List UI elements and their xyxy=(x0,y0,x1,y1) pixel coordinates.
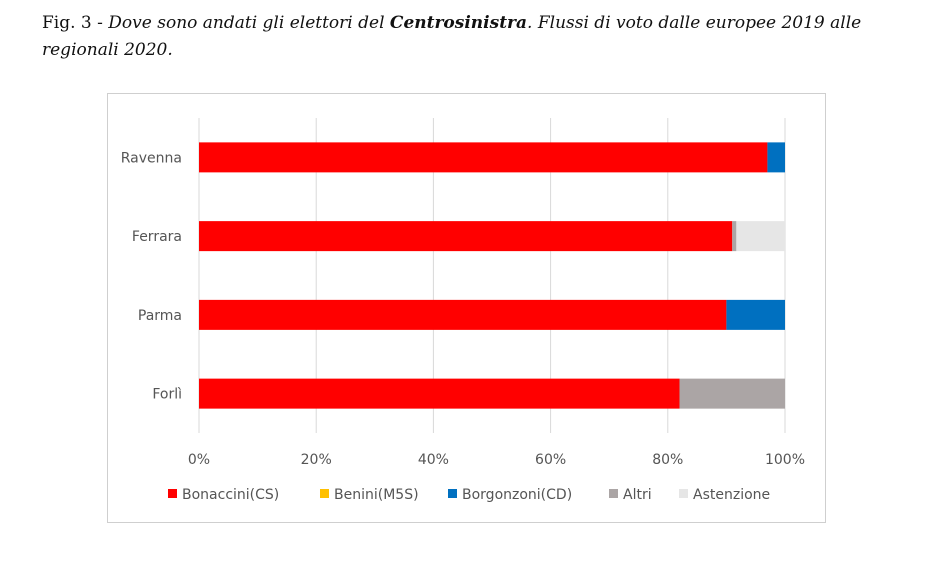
legend-swatch-astenzione xyxy=(679,489,688,498)
bar-ravenna-borgonzoni-cd xyxy=(767,142,785,173)
caption-prefix: Fig. 3 - xyxy=(42,13,109,33)
legend-label-borgonzoni-cd: Borgonzoni(CD) xyxy=(462,487,572,503)
bar-ferrara-altri xyxy=(732,221,737,252)
x-tick-label: 20% xyxy=(301,452,332,468)
x-tick-label: 100% xyxy=(765,452,805,468)
bar-ferrara-bonaccini-cs xyxy=(199,221,733,252)
legend-label-benini-m5s: Benini(M5S) xyxy=(334,487,419,503)
legend-swatch-bonaccini-cs xyxy=(168,489,177,498)
legend-label-astenzione: Astenzione xyxy=(693,487,770,503)
category-label-forl: Forlì xyxy=(152,387,182,403)
x-tick-label: 0% xyxy=(188,452,210,468)
category-label-parma: Parma xyxy=(138,308,182,324)
bar-ravenna-bonaccini-cs xyxy=(199,142,768,173)
caption-bold: Centrosinistra xyxy=(389,13,528,33)
bar-parma-bonaccini-cs xyxy=(199,299,727,330)
x-tick-label: 60% xyxy=(535,452,566,468)
legend-swatch-benini-m5s xyxy=(320,489,329,498)
bar-parma-borgonzoni-cd xyxy=(726,299,785,330)
bar-forl-altri xyxy=(679,378,785,409)
x-tick-label: 40% xyxy=(418,452,449,468)
caption-text-after: . Flussi di voto dalle europee 2019 alle… xyxy=(42,13,862,60)
x-tick-label: 80% xyxy=(652,452,683,468)
category-label-ferrara: Ferrara xyxy=(132,229,182,245)
category-label-ravenna: Ravenna xyxy=(121,150,182,166)
legend-swatch-altri xyxy=(609,489,618,498)
bar-forl-bonaccini-cs xyxy=(199,378,680,409)
caption-text-before: Dove sono andati gli elettori del xyxy=(108,13,390,33)
legend-label-bonaccini-cs: Bonaccini(CS) xyxy=(182,487,279,503)
bar-ferrara-astenzione xyxy=(736,221,785,252)
legend-swatch-borgonzoni-cd xyxy=(448,489,457,498)
figure-caption: Fig. 3 - Dove sono andati gli elettori d… xyxy=(42,10,912,64)
legend-label-altri: Altri xyxy=(623,487,652,503)
